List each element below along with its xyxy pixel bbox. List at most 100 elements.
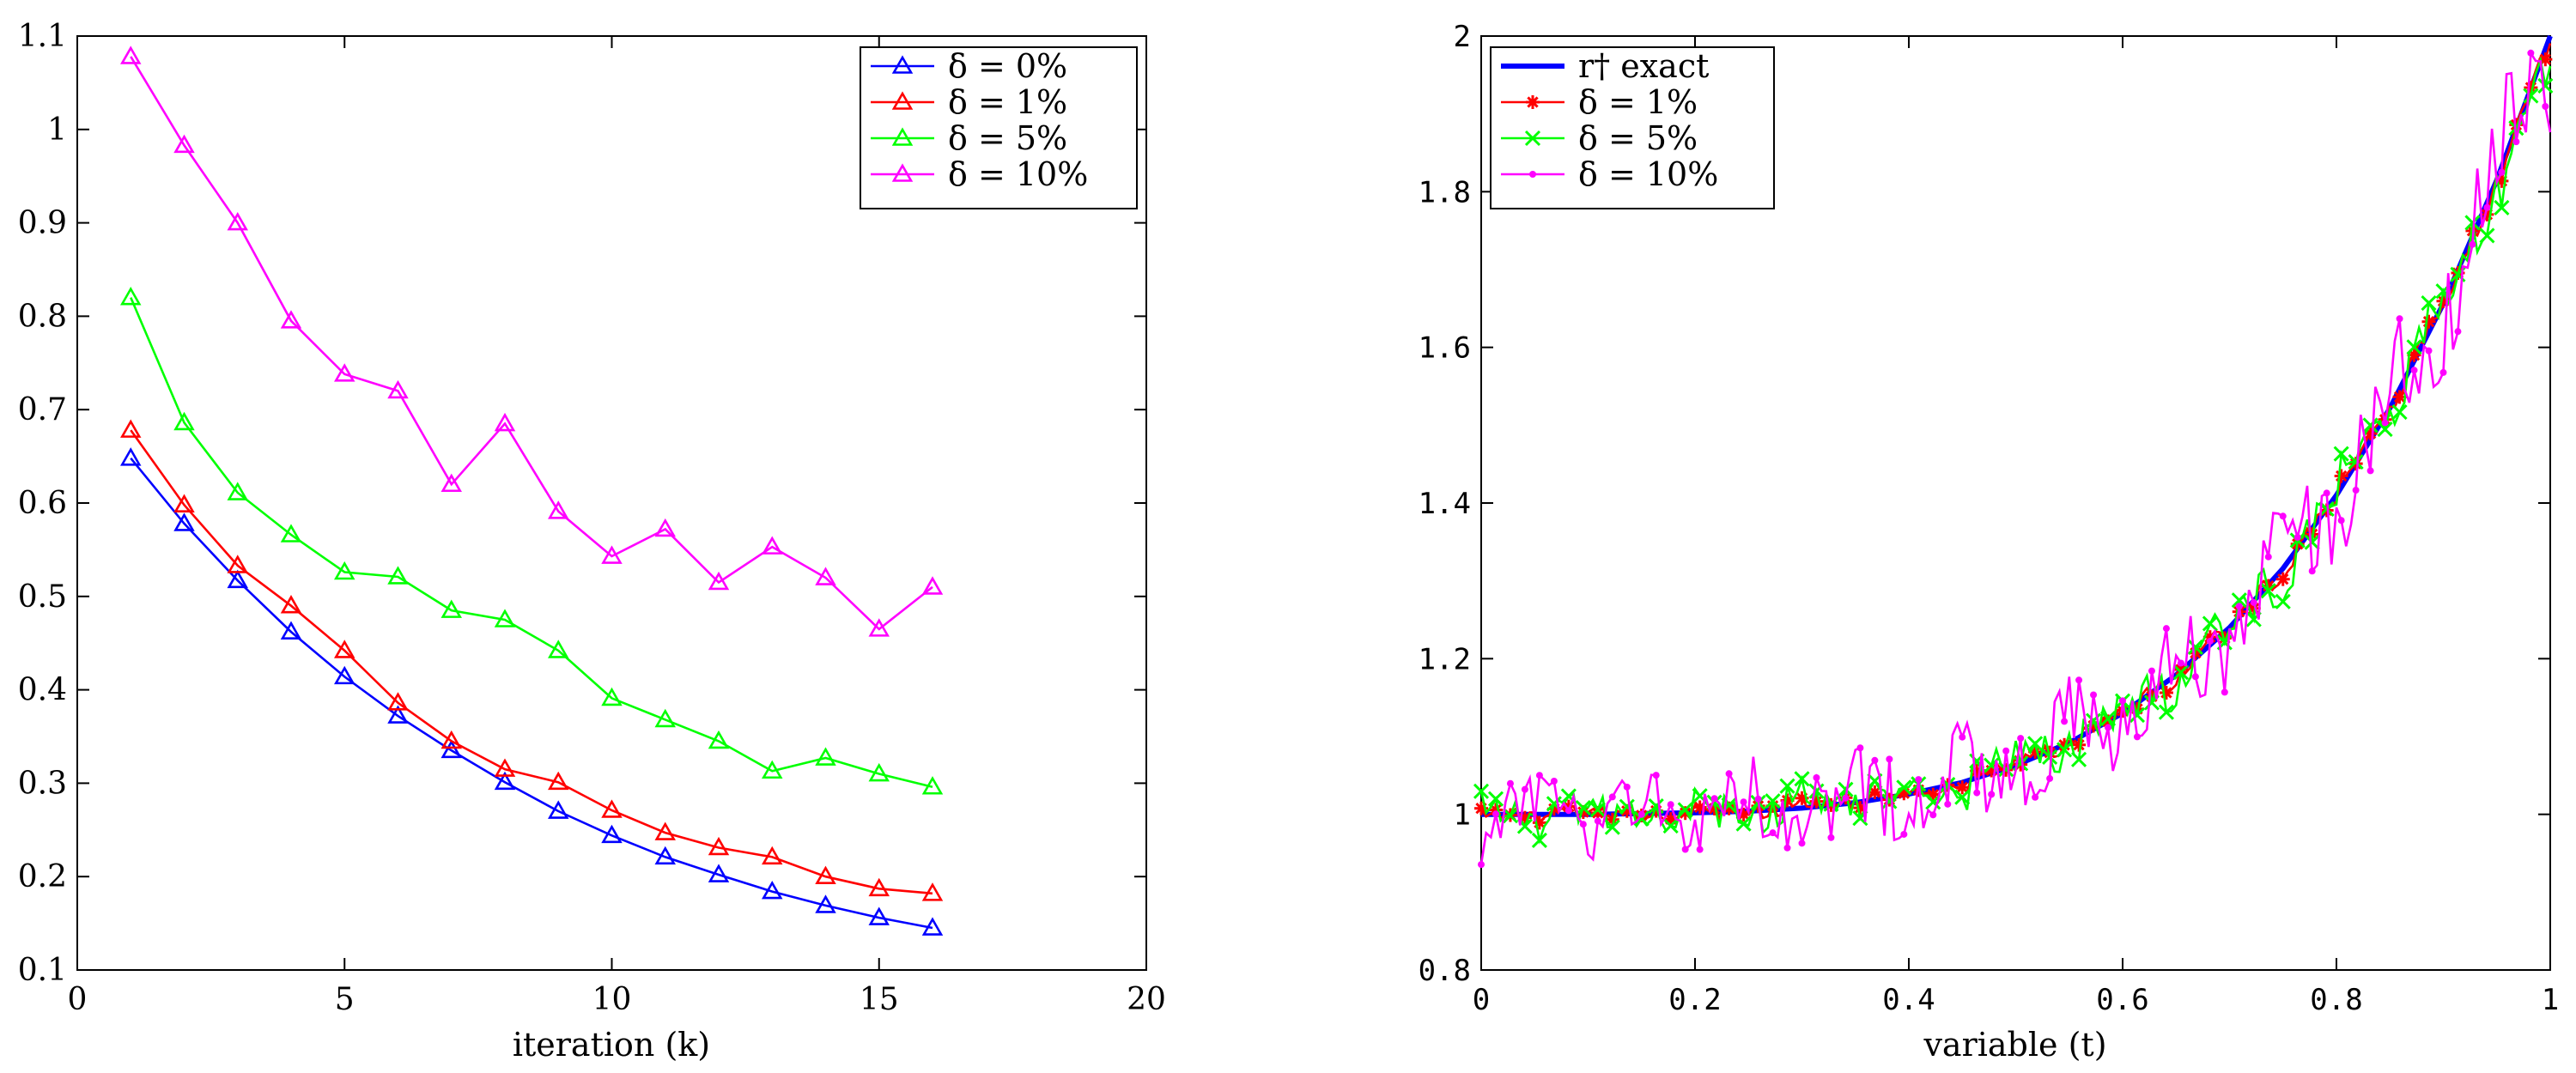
y-tick-label: 0.7	[18, 392, 67, 427]
data-point	[868, 877, 890, 897]
data-point	[601, 545, 623, 564]
data-point	[1973, 789, 1981, 797]
legend-marker	[891, 163, 914, 182]
x-tick-label: 15	[860, 982, 899, 1017]
x-tick-label: 0	[68, 982, 88, 1017]
data-point	[334, 665, 355, 685]
data-point	[494, 758, 516, 777]
data-point	[2042, 749, 2058, 766]
data-point	[2046, 774, 2054, 782]
y-axis-ticks-left: 0.1 0.2 0.3 0.4 0.5 0.6 0.7 0.8 0.9 1 1.1	[18, 19, 1146, 988]
data-point	[1502, 808, 1519, 824]
data-point	[1478, 861, 1485, 869]
data-point	[440, 739, 462, 759]
data-point	[2032, 793, 2039, 801]
data-point	[1604, 819, 1620, 835]
data-point	[921, 882, 944, 901]
data-point	[334, 363, 355, 382]
data-point	[2264, 553, 2272, 561]
data-point	[2523, 88, 2539, 104]
x-tick-label: 20	[1127, 982, 1166, 1017]
data-point	[815, 567, 836, 585]
data-point	[1637, 810, 1645, 818]
data-point	[2105, 724, 2112, 731]
legend-left: δ = 0%δ = 1%δ = 5%δ = 10%	[860, 46, 1138, 209]
data-point	[387, 692, 409, 711]
data-point	[173, 494, 195, 512]
series-line-10	[1479, 49, 2552, 865]
data-point	[1955, 780, 1970, 795]
x-axis-ticks-right: 0 0.2 0.4 0.6 0.8 1	[1473, 36, 2559, 1017]
y-tick-label: 1.2	[1419, 642, 1471, 676]
data-point	[2275, 593, 2291, 609]
data-point	[2172, 664, 2189, 681]
legend-entry-1: δ = 1%	[871, 83, 1067, 121]
series-group-right	[1473, 34, 2554, 869]
data-point	[2366, 467, 2374, 475]
data-point	[601, 799, 623, 818]
data-point	[1521, 785, 1528, 793]
x-axis-label-left: iteration (k)	[513, 1026, 710, 1064]
y-tick-label: 0.1	[18, 953, 67, 988]
data-point	[2072, 737, 2087, 752]
data-point	[227, 569, 248, 589]
data-point	[815, 865, 836, 884]
data-point	[1959, 733, 1966, 741]
data-point	[1769, 829, 1777, 837]
y-tick-label: 1	[47, 112, 67, 148]
legend-entry-5: δ = 5%	[871, 119, 1067, 157]
series-1	[120, 419, 944, 901]
data-point	[1652, 772, 1660, 779]
data-point	[762, 760, 783, 779]
data-point	[2537, 77, 2554, 94]
data-point	[120, 287, 142, 306]
legend-label: δ = 5%	[1578, 119, 1698, 157]
data-point	[1575, 799, 1591, 816]
data-point	[2002, 747, 2010, 755]
data-point	[2191, 673, 2199, 681]
data-point	[2333, 446, 2349, 462]
data-point	[762, 846, 783, 865]
legend-entry-1: δ = 1%	[1501, 83, 1698, 121]
data-point	[2133, 733, 2141, 741]
y-tick-label: 1.4	[1419, 487, 1471, 521]
data-point	[440, 730, 462, 749]
data-point	[2071, 751, 2087, 767]
data-point	[1838, 781, 1854, 797]
data-point	[280, 310, 302, 329]
data-point	[708, 730, 730, 749]
data-point	[2202, 615, 2218, 632]
legend-label: δ = 10%	[948, 155, 1088, 193]
data-point	[1710, 795, 1718, 803]
legend-entry-0: δ = 0%	[871, 47, 1067, 85]
data-point	[654, 846, 676, 865]
data-point	[654, 708, 676, 728]
y-tick-label: 0.5	[18, 579, 67, 615]
y-tick-label: 0.8	[18, 299, 67, 334]
data-point	[2017, 735, 2025, 743]
legend-marker	[891, 127, 914, 146]
data-point	[1779, 778, 1795, 794]
data-point	[1813, 773, 1820, 781]
y-tick-label: 1	[1454, 798, 1471, 833]
data-point	[2075, 676, 2083, 684]
series-0	[120, 447, 944, 936]
data-point	[2162, 625, 2170, 633]
data-point	[227, 211, 248, 231]
data-point	[2099, 710, 2117, 727]
data-point	[173, 512, 195, 531]
data-point	[2425, 347, 2433, 355]
data-point	[2304, 534, 2320, 550]
data-point	[1798, 840, 1806, 847]
data-point	[2235, 603, 2243, 610]
legend-label: δ = 0%	[948, 47, 1067, 85]
data-point	[387, 379, 409, 399]
data-point	[2158, 704, 2174, 720]
data-point	[2260, 583, 2276, 599]
data-point	[815, 747, 836, 766]
data-point	[2348, 454, 2364, 470]
data-point	[440, 599, 462, 618]
data-point	[868, 762, 890, 782]
data-point	[1929, 811, 1937, 819]
data-point	[921, 776, 944, 795]
